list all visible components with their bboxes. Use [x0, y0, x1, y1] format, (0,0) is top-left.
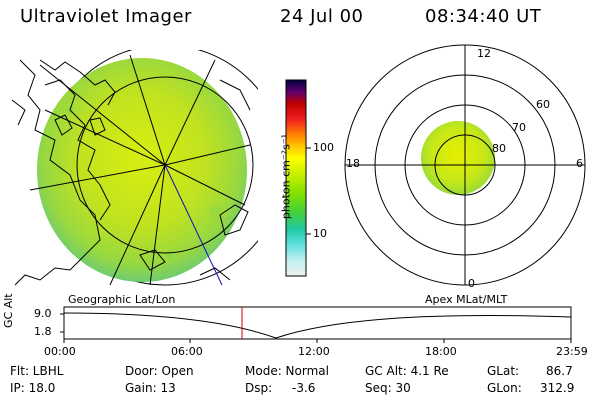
colorbar-tick-100: 100: [313, 141, 334, 154]
gain-info: Gain: 13: [125, 381, 176, 395]
polar-panel: [344, 44, 586, 286]
image-time: 08:34:40 UT: [425, 6, 542, 27]
ip-info: IP: 18.0: [10, 381, 56, 395]
colorbar-unit-label: photon cm⁻²s⁻¹: [279, 133, 293, 220]
mlt-label-12: 12: [477, 47, 491, 60]
timeline-xtick-1800: 18:00: [425, 345, 457, 358]
glon-label: GLon:: [487, 381, 522, 395]
polar-emission-oval: [421, 121, 495, 195]
seq-info: Seq: 30: [365, 381, 411, 395]
image-date: 24 Jul 00: [280, 6, 364, 27]
orbit-timeline: [60, 306, 572, 343]
dsp-label: Dsp:: [245, 381, 273, 395]
instrument-title: Ultraviolet Imager: [20, 6, 192, 27]
timeline-ylabel: GC Alt: [2, 293, 15, 328]
mlt-label-6: 6: [576, 157, 583, 170]
door-info: Door: Open: [125, 364, 194, 378]
geo-meridians: [29, 54, 251, 286]
polar-panel-label: Apex MLat/MLT: [425, 293, 508, 306]
timeline-xtick-0000: 00:00: [44, 345, 76, 358]
mlt-label-18: 18: [346, 157, 360, 170]
timeline-xtick-1200: 12:00: [298, 345, 330, 358]
geo-image-panel: [11, 50, 258, 286]
dsp-value: -3.6: [292, 381, 316, 395]
colorbar-tick-10: 10: [313, 227, 327, 240]
timeline-ytick-1-8: 1.8: [34, 325, 52, 338]
gc-alt-info: GC Alt: 4.1 Re: [365, 364, 449, 378]
timeline-xtick-0600: 06:00: [171, 345, 203, 358]
filter-info: Flt: LBHL: [10, 364, 64, 378]
mode-info: Mode: Normal: [245, 364, 329, 378]
mlat-label-60: 60: [536, 98, 550, 111]
geo-latitude-circle: [76, 76, 254, 254]
timeline-ytick-9: 9.0: [34, 307, 52, 320]
geo-panel-label: Geographic Lat/Lon: [68, 293, 176, 306]
timeline-xtick-2359: 23:59: [556, 345, 588, 358]
glon-value: 312.9: [540, 381, 575, 395]
mlt-label-0: 0: [468, 277, 475, 290]
emission-speckle: [55, 85, 234, 264]
mlat-label-70: 70: [512, 121, 526, 134]
gc-altitude-curve: [63, 312, 572, 339]
coastlines: [11, 59, 251, 286]
glat-label: GLat:: [487, 364, 520, 378]
glat-value: 86.7: [546, 364, 573, 378]
color-bar: [285, 79, 311, 277]
mlat-label-80: 80: [492, 142, 506, 155]
terminator-line: [164, 164, 223, 286]
